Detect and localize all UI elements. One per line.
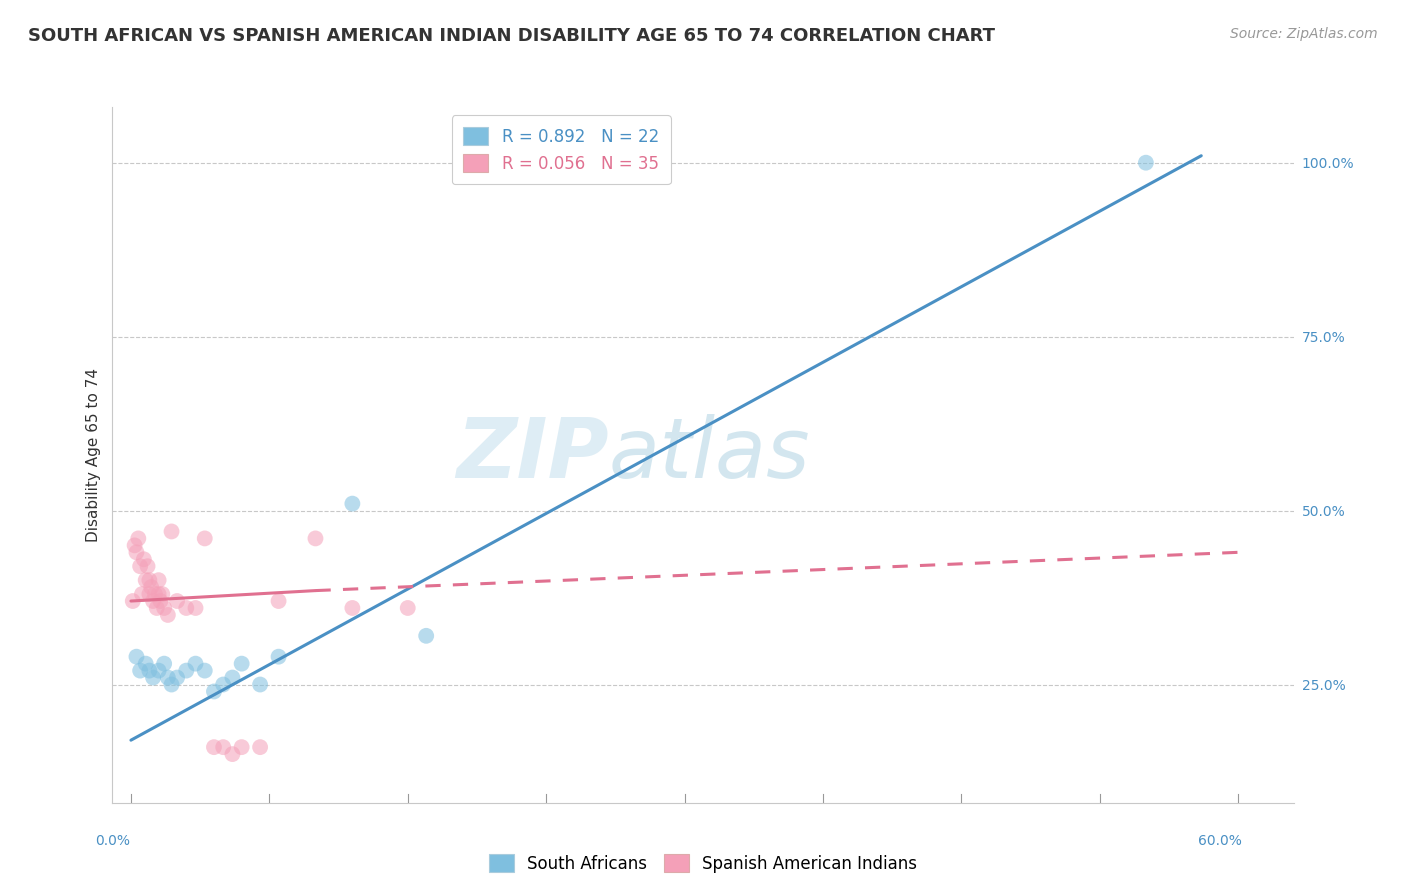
Point — [156, 607, 179, 622]
Legend: R = 0.892   N = 22, R = 0.056   N = 35: R = 0.892 N = 22, R = 0.056 N = 35 — [451, 115, 671, 185]
Point — [146, 601, 169, 615]
Point — [135, 657, 157, 671]
Point — [136, 559, 159, 574]
Point — [148, 573, 170, 587]
Point — [249, 740, 271, 755]
Point — [174, 664, 197, 678]
Point — [142, 594, 165, 608]
Legend: South Africans, Spanish American Indians: South Africans, Spanish American Indians — [482, 847, 924, 880]
Point — [415, 629, 437, 643]
Point — [166, 671, 188, 685]
Point — [138, 573, 160, 587]
Point — [160, 677, 183, 691]
Text: 60.0%: 60.0% — [1198, 834, 1241, 848]
Point — [221, 747, 243, 761]
Text: 0.0%: 0.0% — [96, 834, 129, 848]
Point — [135, 573, 157, 587]
Point — [160, 524, 183, 539]
Point — [148, 664, 170, 678]
Point — [131, 587, 153, 601]
Point — [132, 552, 155, 566]
Point — [342, 497, 364, 511]
Point — [125, 649, 148, 664]
Point — [124, 538, 146, 552]
Point — [342, 601, 364, 615]
Point — [129, 559, 152, 574]
Point — [231, 657, 253, 671]
Point — [267, 649, 290, 664]
Point — [150, 587, 173, 601]
Point — [148, 587, 170, 601]
Point — [129, 664, 152, 678]
Point — [212, 740, 235, 755]
Point — [267, 594, 290, 608]
Point — [212, 677, 235, 691]
Point — [194, 664, 217, 678]
Point — [174, 601, 197, 615]
Text: ZIP: ZIP — [456, 415, 609, 495]
Point — [202, 740, 225, 755]
Point — [138, 664, 160, 678]
Point — [153, 601, 176, 615]
Point — [194, 532, 217, 546]
Point — [125, 545, 148, 559]
Point — [304, 532, 326, 546]
Point — [231, 740, 253, 755]
Text: SOUTH AFRICAN VS SPANISH AMERICAN INDIAN DISABILITY AGE 65 TO 74 CORRELATION CHA: SOUTH AFRICAN VS SPANISH AMERICAN INDIAN… — [28, 27, 995, 45]
Point — [184, 601, 207, 615]
Text: Source: ZipAtlas.com: Source: ZipAtlas.com — [1230, 27, 1378, 41]
Point — [141, 580, 163, 594]
Point — [156, 671, 179, 685]
Point — [396, 601, 419, 615]
Point — [138, 587, 160, 601]
Point — [221, 671, 243, 685]
Point — [127, 532, 149, 546]
Y-axis label: Disability Age 65 to 74: Disability Age 65 to 74 — [86, 368, 101, 542]
Point — [1135, 155, 1157, 169]
Point — [184, 657, 207, 671]
Point — [149, 594, 172, 608]
Text: atlas: atlas — [609, 415, 810, 495]
Point — [202, 684, 225, 698]
Point — [142, 671, 165, 685]
Point — [121, 594, 143, 608]
Point — [143, 587, 166, 601]
Point — [153, 657, 176, 671]
Point — [166, 594, 188, 608]
Point — [249, 677, 271, 691]
